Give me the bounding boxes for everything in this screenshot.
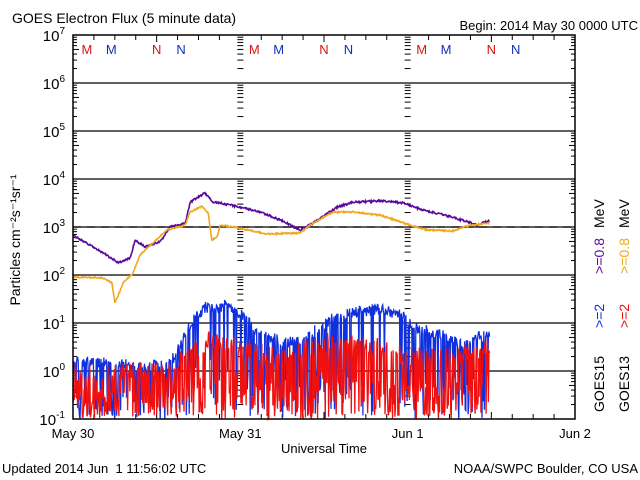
series-goes15-0-8-mev bbox=[72, 191, 491, 265]
source-credit: NOAA/SWPC Boulder, CO USA bbox=[454, 461, 639, 476]
marker-n: N bbox=[319, 42, 328, 57]
grid-lines bbox=[73, 82, 575, 372]
legend: GOES15 >=2 >=0.8 MeV GOES13 >=2 >=0.8 MeV bbox=[591, 199, 632, 412]
y-tick-exponent: 2 bbox=[59, 266, 65, 277]
y-tick-exponent: 5 bbox=[59, 122, 65, 133]
y-tick-exponent: 7 bbox=[59, 26, 65, 37]
marker-m: M bbox=[106, 42, 117, 57]
y-tick-exponent: 3 bbox=[59, 218, 65, 229]
y-tick-exponent: -1 bbox=[56, 410, 65, 421]
x-tick-labels: May 30 May 31 Jun 1 Jun 2 bbox=[52, 426, 591, 441]
marker-m: M bbox=[416, 42, 427, 57]
y-tick-exponent: 1 bbox=[59, 314, 65, 325]
y-tick-labels: 107 106 105 104 103 102 101 100 1 0 -1 bbox=[39, 26, 65, 429]
plot-frame bbox=[72, 34, 576, 420]
y-tick-label: 104 bbox=[43, 170, 66, 189]
series-goes15-2-mev bbox=[72, 299, 491, 419]
legend-label: MeV bbox=[616, 199, 632, 228]
marker-m: M bbox=[249, 42, 260, 57]
y-tick-exponent: 0 bbox=[59, 362, 65, 373]
x-tick-label: May 31 bbox=[219, 426, 262, 441]
chart-title: GOES Electron Flux (5 minute data) bbox=[12, 10, 236, 26]
x-axis-label: Universal Time bbox=[281, 441, 367, 456]
x-tick-label: Jun 1 bbox=[392, 426, 424, 441]
marker-m: M bbox=[82, 42, 93, 57]
y-tick-label: 101 bbox=[43, 314, 66, 333]
legend-label: GOES15 bbox=[591, 356, 607, 412]
legend-label: MeV bbox=[591, 199, 607, 228]
legend-label: >=2 bbox=[616, 304, 632, 328]
marker-n: N bbox=[487, 42, 496, 57]
y-tick-label: 102 bbox=[43, 266, 66, 285]
marker-n: N bbox=[176, 42, 185, 57]
legend-column-goes15: GOES15 >=2 >=0.8 MeV bbox=[591, 199, 607, 412]
marker-m: M bbox=[273, 42, 284, 57]
legend-label: >=0.8 bbox=[616, 238, 632, 274]
series-goes13-2-mev bbox=[72, 331, 491, 422]
x-tick-label: Jun 2 bbox=[559, 426, 591, 441]
y-tick-exponent: 6 bbox=[59, 74, 65, 85]
marker-n: N bbox=[511, 42, 520, 57]
series-lines bbox=[72, 191, 491, 422]
y-tick-exponent: 4 bbox=[59, 170, 65, 181]
x-tick-label: May 30 bbox=[52, 426, 95, 441]
marker-n: N bbox=[152, 42, 161, 57]
series-goes13-0-8-mev bbox=[72, 204, 491, 304]
y-tick-label: 106 bbox=[43, 74, 66, 93]
updated-timestamp: Updated 2014 Jun 1 11:56:02 UTC bbox=[2, 461, 206, 476]
marker-m: M bbox=[441, 42, 452, 57]
y-tick-label: 105 bbox=[43, 122, 66, 141]
legend-column-goes13: GOES13 >=2 >=0.8 MeV bbox=[616, 199, 632, 412]
legend-label: >=0.8 bbox=[591, 238, 607, 274]
y-axis-label: Particles cm⁻²s⁻¹sr⁻¹ bbox=[7, 174, 23, 305]
y-tick-label: 103 bbox=[43, 218, 66, 237]
y-tick-label: 107 bbox=[43, 26, 66, 45]
begin-label: Begin: 2014 May 30 0000 UTC bbox=[460, 18, 639, 33]
legend-label: >=2 bbox=[591, 304, 607, 328]
y-tick-label: 100 bbox=[43, 362, 66, 381]
marker-n: N bbox=[344, 42, 353, 57]
legend-label: GOES13 bbox=[616, 356, 632, 412]
